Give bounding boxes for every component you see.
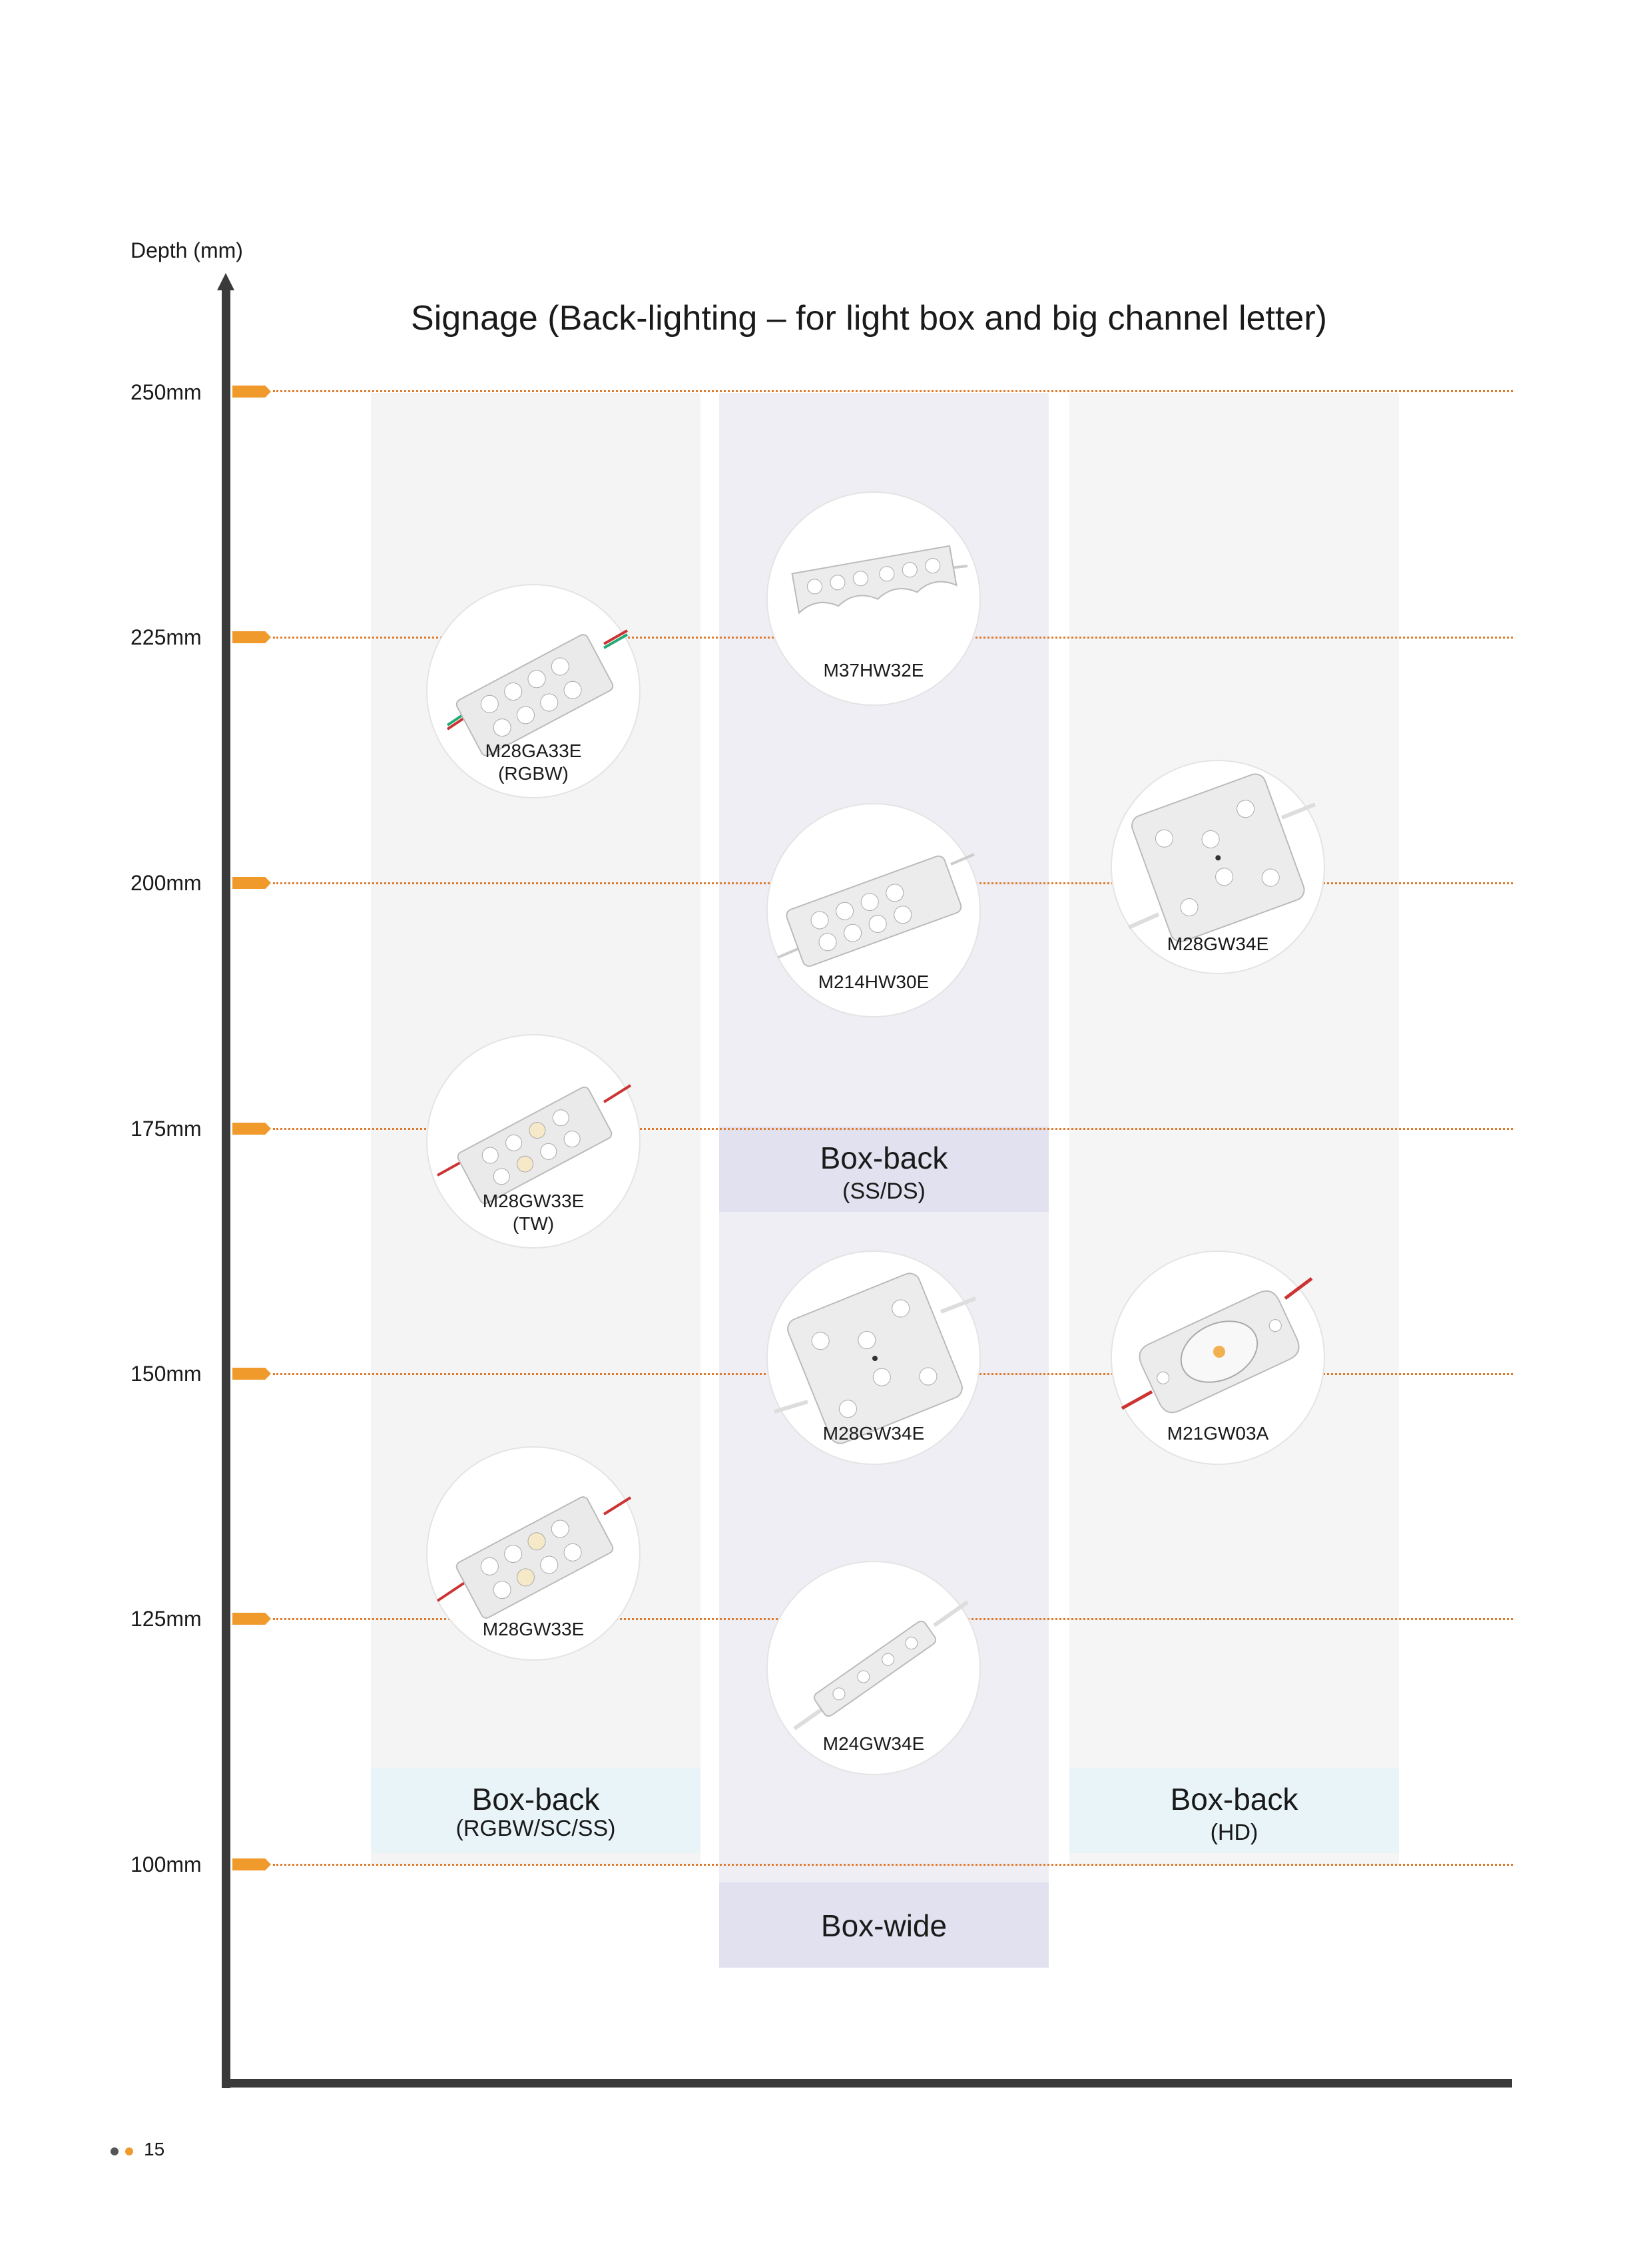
tick-marker-icon [232,1123,271,1135]
dot-icon [111,2147,119,2155]
tick-label: 150mm [131,1362,202,1386]
led-module-8-icon [446,629,628,756]
tick-label: 200mm [131,871,202,895]
product-name: M28GW33E [482,1191,585,1211]
gridline-175 [273,1128,1513,1130]
x-axis [222,2079,1512,2088]
product-m28gw34e-mid: M28GW34E [766,1251,981,1465]
tick-label: 225mm [131,625,202,649]
product-m24gw34e: M24GW34E [766,1561,981,1775]
product-m21gw03a: M21GW03A [1111,1251,1325,1465]
group-box-back-hd: Box-back (HD) [1069,1768,1399,1853]
tick-marker-icon [232,631,271,643]
tick-marker-icon [232,1858,271,1870]
product-m37hw32e: M37HW32E [766,491,981,706]
group-title: Box-back [820,1141,948,1175]
product-m28gw34e-right: M28GW34E [1111,760,1325,974]
chart-title: Signage (Back-lighting – for light box a… [411,299,1327,338]
group-box-wide: Box-wide [719,1882,1049,1968]
tick-marker-icon [232,877,271,889]
led-module-6-icon [791,545,968,615]
group-box-back-rgbw: Box-back (RGBW/SC/SS) [371,1768,700,1853]
product-name: M37HW32E [823,660,924,681]
tick-label: 100mm [131,1852,202,1876]
product-m214hw30e: M214HW30E [766,803,981,1017]
product-name: M214HW30E [818,972,930,992]
product-variant: (RGBW) [498,763,569,784]
tick-label: 175mm [131,1117,202,1141]
group-subtitle: (SS/DS) [842,1179,926,1204]
product-m28ga33e: M28GA33E (RGBW) [426,584,641,798]
tick-marker-icon [232,386,271,398]
tick-marker-icon [232,1613,271,1625]
product-name: M24GW34E [822,1733,925,1754]
product-name: M28GW34E [822,1423,925,1444]
dot-icon [125,2147,133,2155]
product-m28gw33e-tw: M28GW33E (TW) [426,1034,641,1249]
group-subtitle: (HD) [1210,1820,1258,1845]
led-module-strip-icon [793,1600,969,1731]
y-axis [222,286,230,2088]
gridline-100 [273,1864,1513,1866]
group-title: Box-back [1170,1782,1298,1817]
led-module-8-icon [437,1084,632,1205]
page-number: 15 [144,2139,165,2159]
tick-label: 125mm [131,1607,202,1631]
y-axis-title: Depth (mm) [131,238,243,262]
led-module-lens-icon [1121,1277,1313,1414]
product-variant: (TW) [512,1213,555,1234]
product-name: M21GW03A [1167,1423,1269,1444]
tick-label: 250mm [131,380,202,404]
group-title: Box-wide [820,1908,948,1943]
led-module-8-icon [777,853,975,967]
group-title: Box-back [471,1782,600,1817]
product-name: M28GW33E [482,1619,585,1639]
group-box-back-ssds: Box-back (SS/DS) [719,1127,1049,1212]
led-module-square-icon [1127,773,1316,943]
led-module-square-icon [774,1272,977,1444]
product-m28gw33e: M28GW33E [426,1446,641,1661]
product-name: M28GW34E [1167,934,1269,954]
group-subtitle: (RGBW/SC/SS) [455,1816,616,1841]
led-module-8-icon [436,1496,632,1619]
tick-marker-icon [232,1368,271,1380]
product-name: M28GA33E [485,740,582,761]
gridline-250 [273,390,1513,392]
